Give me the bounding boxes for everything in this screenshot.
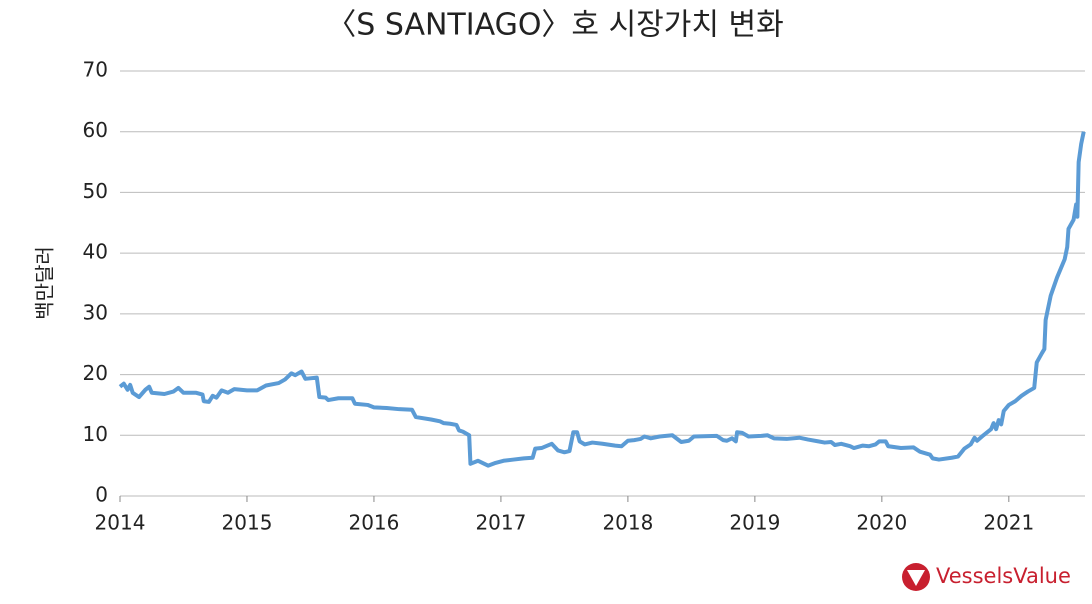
y-tick-label: 70 — [83, 58, 108, 82]
y-tick-label: 30 — [83, 300, 108, 324]
y-tick-label: 0 — [95, 483, 108, 507]
chart-title: 〈S SANTIAGO〉호 시장가치 변화 — [326, 8, 783, 43]
x-tick-label: 2015 — [222, 511, 273, 535]
y-axis-label: 백만달러 — [33, 246, 57, 320]
x-tick-label: 2016 — [348, 511, 399, 535]
y-tick-label: 40 — [83, 240, 108, 264]
x-tick-label: 2020 — [856, 511, 907, 535]
x-tick-label: 2014 — [95, 511, 146, 535]
watermark: VesselsValue — [902, 563, 1071, 591]
x-tick-label: 2019 — [729, 511, 780, 535]
y-tick-label: 60 — [83, 118, 108, 142]
logo-mark — [907, 570, 925, 586]
y-tick-label: 20 — [83, 361, 108, 385]
y-tick-label: 10 — [83, 422, 108, 446]
x-tick-label: 2017 — [475, 511, 526, 535]
x-tick-label: 2021 — [983, 511, 1034, 535]
x-tick-label: 2018 — [602, 511, 653, 535]
watermark-text: VesselsValue — [936, 564, 1071, 588]
y-tick-label: 50 — [83, 179, 108, 203]
data-line — [118, 131, 1086, 468]
